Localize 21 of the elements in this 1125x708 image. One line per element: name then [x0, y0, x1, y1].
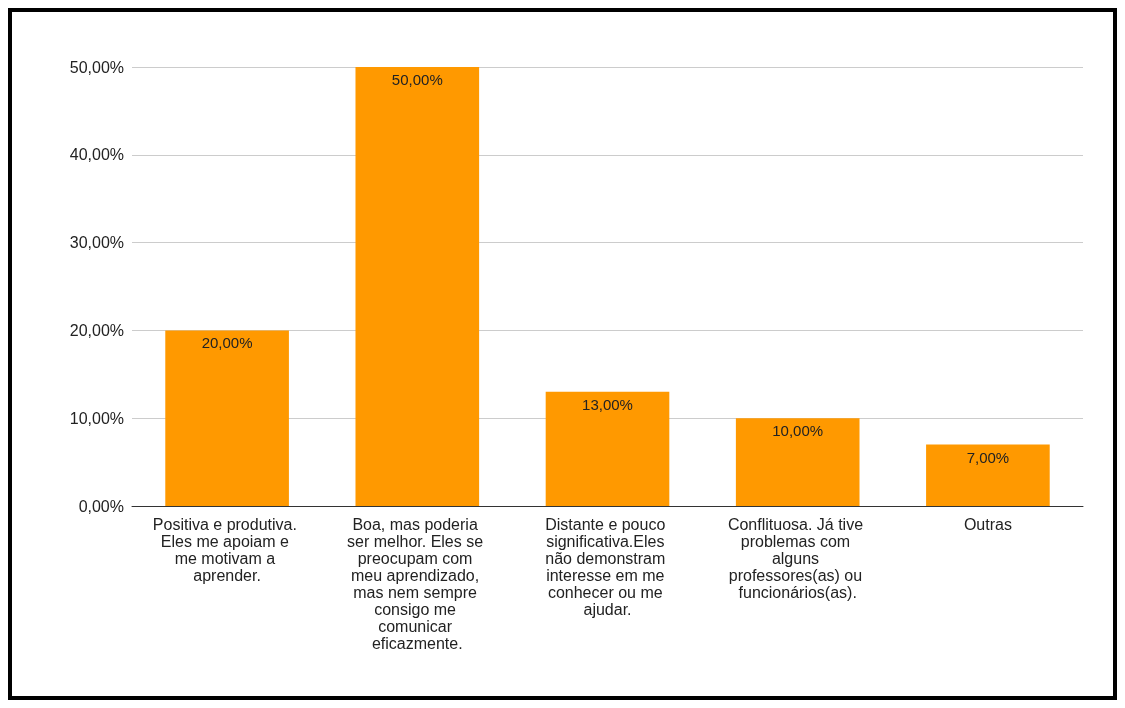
- y-tick-label: 30,00%: [69, 234, 124, 252]
- y-tick-label: 40,00%: [69, 146, 124, 164]
- x-tick-label: Distante e pouco significativa.Eles não demonstram interesse em me conhecer ou me ajudar.: [545, 516, 670, 618]
- data-label: 13,00%: [582, 395, 633, 413]
- bar: [355, 67, 480, 506]
- bar: [926, 444, 1050, 506]
- y-tick-label: 50,00%: [69, 58, 124, 76]
- bar: [545, 391, 670, 506]
- data-label: 20,00%: [201, 334, 253, 352]
- data-label: 7,00%: [966, 448, 1010, 466]
- y-tick-label: 20,00%: [69, 321, 124, 339]
- data-label: 10,00%: [772, 422, 824, 440]
- x-tick-label: Positiva e produtiva. Eles me apoiam e me motivam a aprender.: [152, 516, 302, 584]
- x-tick-label: Boa, mas poderia ser melhor. Eles se preocupam com meu aprendizado, mas nem sempre consigo me comunicar eficazmente.: [347, 516, 488, 652]
- x-tick-label: Outras: [963, 516, 1012, 533]
- bar: [165, 330, 289, 506]
- data-label: 50,00%: [391, 71, 443, 88]
- y-tick-label: 0,00%: [78, 497, 124, 515]
- y-tick-label: 10,00%: [69, 409, 124, 427]
- x-tick-label: Conflituosa. Já tive problemas com alguns professores(as) ou funcionários(as).: [727, 516, 868, 601]
- bar: [735, 418, 860, 506]
